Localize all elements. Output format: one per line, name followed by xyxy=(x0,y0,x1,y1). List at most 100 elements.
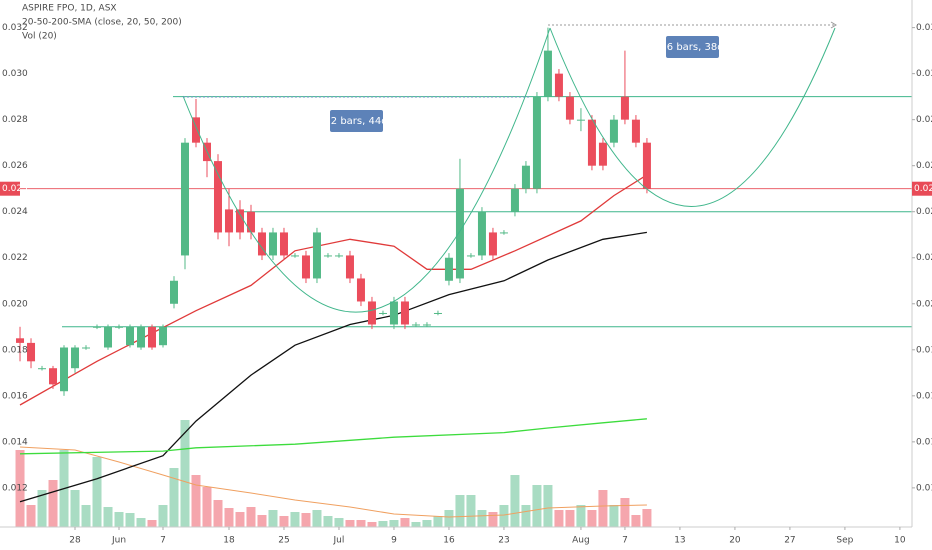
volume-bar xyxy=(356,520,366,527)
y-tick-label: 0.012 xyxy=(916,483,932,493)
volume-ma xyxy=(19,446,647,518)
price-label-box xyxy=(0,181,20,196)
y-tick-label: 0.022 xyxy=(916,253,932,263)
chart-title: ASPIRE FPO, 1D, ASX xyxy=(22,4,117,14)
candle-body xyxy=(312,232,321,279)
candle-body xyxy=(598,142,607,166)
candle-body xyxy=(93,326,102,328)
candle-body xyxy=(642,142,651,189)
y-tick-label: 0.020 xyxy=(2,299,28,309)
volume-bar xyxy=(26,505,36,527)
volume-bar xyxy=(598,490,608,527)
volume-bar xyxy=(334,518,344,527)
candle-body xyxy=(27,342,36,362)
volume-bar xyxy=(543,485,553,527)
sma-line xyxy=(19,231,648,503)
x-tick-label: 23 xyxy=(498,536,509,546)
volume-bar xyxy=(81,505,91,527)
candle-body xyxy=(444,257,453,281)
volume-bar xyxy=(609,505,619,527)
x-tick-label: 28 xyxy=(69,536,81,546)
y-tick-label: 0.024 xyxy=(916,207,932,217)
volume-bar xyxy=(631,515,641,527)
candle-body xyxy=(180,142,189,256)
candle-body xyxy=(411,324,420,326)
volume-bar xyxy=(114,512,124,527)
y-tick-label: 0.024 xyxy=(2,207,28,217)
x-tick-label: 7 xyxy=(622,536,628,546)
candle-body xyxy=(576,119,585,121)
sma-line xyxy=(19,174,648,406)
volume-bar xyxy=(422,520,432,527)
candle-body xyxy=(356,278,365,302)
volume-bar xyxy=(268,510,278,527)
candle-body xyxy=(422,324,431,326)
candle-body xyxy=(49,368,58,385)
x-tick-label: 16 xyxy=(443,536,455,546)
arrow-head xyxy=(830,21,837,29)
candle-body xyxy=(213,161,222,233)
x-tick-label: 27 xyxy=(784,536,795,546)
x-tick-label: Jun xyxy=(111,536,126,546)
volume-bar xyxy=(411,522,421,527)
volume-bar xyxy=(521,505,531,527)
x-tick-label: 10 xyxy=(894,536,906,546)
volume-bar xyxy=(235,512,245,527)
price-label-box xyxy=(912,181,932,196)
candle-body xyxy=(158,326,167,346)
candle-body xyxy=(499,232,508,234)
volume-bar xyxy=(433,516,443,527)
volume-bar xyxy=(180,420,190,527)
candle-body xyxy=(268,232,277,256)
volume-bar xyxy=(202,487,212,527)
candle-body xyxy=(367,301,376,325)
y-tick-label: 0.026 xyxy=(916,161,932,171)
y-tick-label: 0.016 xyxy=(2,391,28,401)
candle-body xyxy=(488,232,497,256)
candle-body xyxy=(631,119,640,143)
x-tick-label: 18 xyxy=(223,536,235,546)
candle-body xyxy=(532,96,541,189)
candle-body xyxy=(620,96,629,120)
y-tick-label: 0.014 xyxy=(916,437,932,447)
candle-body xyxy=(400,301,409,325)
candle-body xyxy=(115,326,124,328)
x-tick-label: 13 xyxy=(674,536,685,546)
volume-bar xyxy=(48,480,58,527)
volume-bar xyxy=(367,522,377,527)
volume-bar xyxy=(312,510,322,527)
candle-body xyxy=(279,232,288,256)
volume-bar xyxy=(554,510,564,527)
volume-bar xyxy=(510,475,520,527)
x-tick-label: 7 xyxy=(160,536,166,546)
y-tick-label: 0.020 xyxy=(916,299,932,309)
candle-body xyxy=(477,211,486,256)
x-tick-label: Jul xyxy=(333,536,345,546)
cup-curve xyxy=(182,27,551,313)
volume-bar xyxy=(345,520,355,527)
y-tick-label: 0.014 xyxy=(2,437,28,447)
candle-body xyxy=(334,255,343,257)
volume-bar xyxy=(301,513,311,527)
y-tick-label: 0.018 xyxy=(2,345,28,355)
x-tick-label: 25 xyxy=(278,536,289,546)
x-tick-label: Sep xyxy=(836,536,853,546)
candle-body xyxy=(169,280,178,304)
volume-bar xyxy=(378,521,388,527)
volume-bar xyxy=(488,512,498,527)
volume-bar xyxy=(455,495,465,527)
candle-body xyxy=(433,312,442,314)
candle-body xyxy=(148,326,156,348)
volume-bar xyxy=(169,468,179,527)
volume-bar xyxy=(147,520,157,527)
y-tick-label: 0.032 xyxy=(916,23,932,33)
candle-body xyxy=(126,326,135,346)
candle-body xyxy=(82,347,91,349)
volume-bar xyxy=(103,507,113,527)
candle-body xyxy=(609,119,618,143)
volume-bar xyxy=(290,512,300,527)
volume-bar xyxy=(620,498,630,527)
x-tick-label: 20 xyxy=(729,536,741,546)
volume-bar xyxy=(191,475,201,527)
